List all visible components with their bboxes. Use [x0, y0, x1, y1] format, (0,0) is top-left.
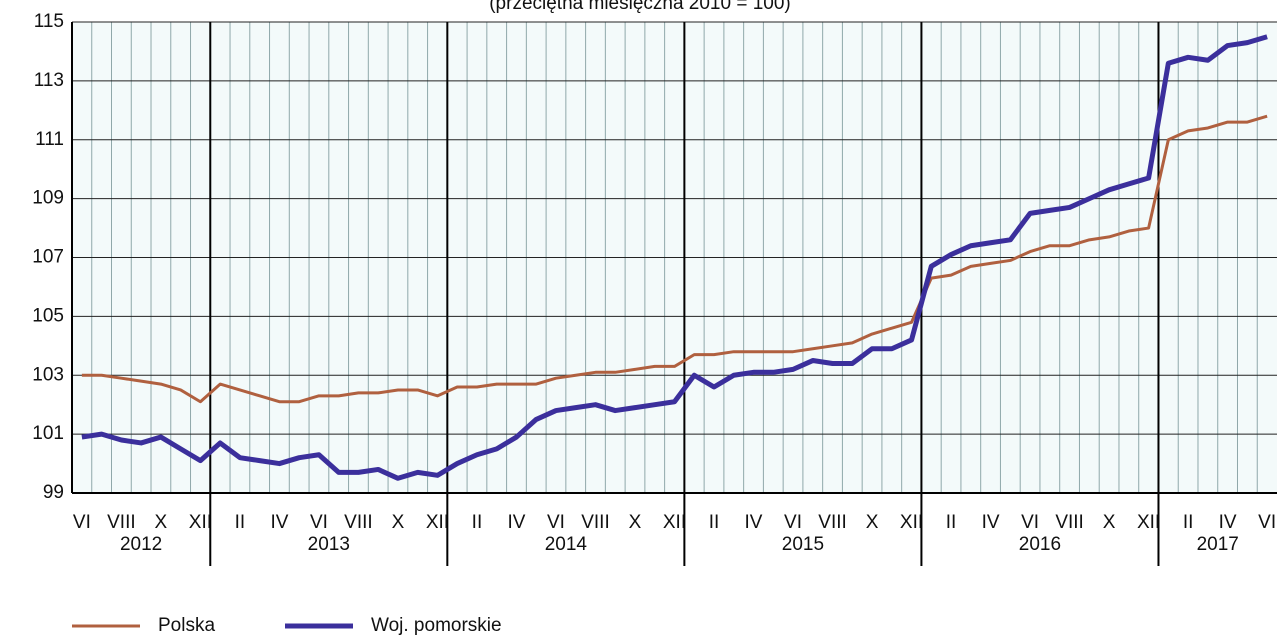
x-tick-label: VIII [581, 512, 610, 533]
y-tick-label: 115 [34, 11, 64, 32]
x-tick-label: X [1103, 512, 1116, 533]
x-tick-label: II [946, 512, 957, 533]
y-tick-label: 107 [32, 247, 64, 268]
x-tick-label: VI [1021, 512, 1039, 533]
x-tick-label: X [866, 512, 879, 533]
year-label: 2012 [120, 534, 162, 555]
x-tick-label: VI [547, 512, 565, 533]
year-label: 2013 [308, 534, 350, 555]
series-line [81, 114, 1268, 404]
x-tick-label: IV [270, 512, 288, 533]
x-tick-label: VI [310, 512, 328, 533]
x-tick-label: II [235, 512, 246, 533]
x-tick-label: VI [784, 512, 802, 533]
x-tick-label: VI [73, 512, 91, 533]
year-label: 2016 [1019, 534, 1061, 555]
x-tick-label: II [709, 512, 720, 533]
x-tick-label: XII [900, 512, 923, 533]
y-tick-label: 113 [34, 70, 64, 91]
y-tick-label: 99 [43, 482, 64, 503]
x-tick-label: VIII [344, 512, 373, 533]
x-tick-label: II [1183, 512, 1194, 533]
x-tick-label: IV [1219, 512, 1237, 533]
chart-subtitle: (przeciętna miesięczna 2010 = 100) [489, 0, 791, 14]
x-tick-label: XII [663, 512, 686, 533]
x-tick-label: XII [189, 512, 212, 533]
year-label: 2015 [782, 534, 824, 555]
x-tick-label: VIII [107, 512, 136, 533]
year-label: 2014 [545, 534, 588, 555]
legend-label: Woj. pomorskie [371, 615, 502, 636]
x-tick-label: X [629, 512, 642, 533]
x-tick-label: XII [1137, 512, 1160, 533]
x-tick-label: X [392, 512, 405, 533]
x-tick-label: IV [507, 512, 525, 533]
legend-label: Polska [158, 615, 215, 636]
x-tick-label: VIII [1055, 512, 1084, 533]
x-tick-label: IV [745, 512, 763, 533]
x-tick-label: XII [426, 512, 449, 533]
x-tick-label: X [155, 512, 168, 533]
x-tick-label: IV [982, 512, 1000, 533]
y-tick-label: 103 [32, 364, 64, 385]
series-line [81, 34, 1268, 481]
x-tick-label: VI [1258, 512, 1276, 533]
x-tick-label: II [472, 512, 483, 533]
y-tick-label: 109 [32, 188, 64, 209]
y-tick-label: 111 [35, 129, 64, 150]
x-tick-label: VIII [818, 512, 847, 533]
year-label: 2017 [1197, 534, 1239, 555]
y-tick-label: 101 [32, 423, 64, 444]
y-tick-label: 105 [32, 305, 64, 326]
